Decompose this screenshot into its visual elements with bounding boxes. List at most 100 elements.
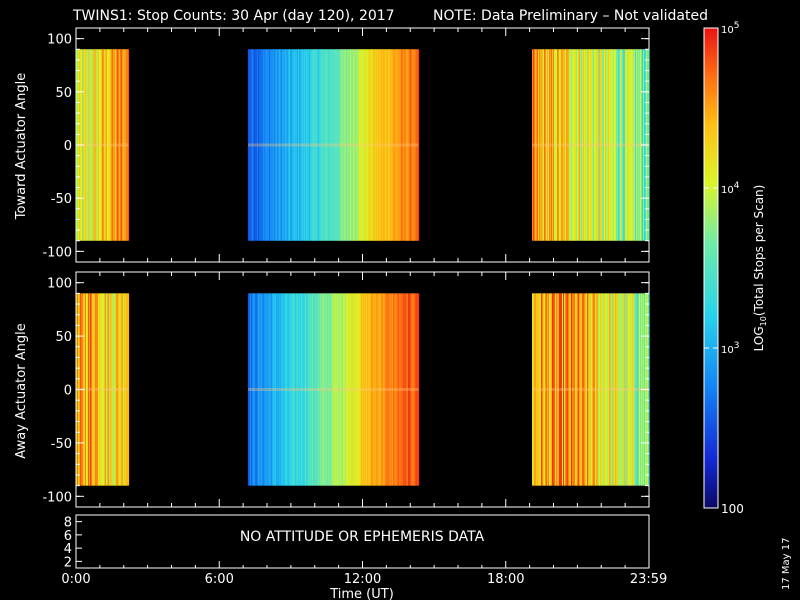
- heat-column: [591, 293, 593, 486]
- heat-column: [364, 293, 367, 486]
- heat-column: [126, 293, 129, 486]
- x-axis: 0:00 6:00 12:00 18:00 23:59: [61, 572, 667, 587]
- heat-column: [594, 49, 596, 241]
- heat-column: [309, 49, 312, 241]
- heat-column: [350, 293, 353, 486]
- heat-column: [405, 293, 408, 486]
- heat-column: [583, 49, 585, 241]
- heat-column: [366, 293, 369, 486]
- heat-column: [251, 293, 254, 486]
- heat-column: [619, 293, 621, 486]
- heat-column: [257, 293, 260, 486]
- heat-column: [301, 49, 304, 241]
- heat-column: [291, 49, 294, 241]
- heat-column: [580, 49, 582, 241]
- heat-column: [355, 49, 358, 241]
- heat-column: [620, 49, 622, 241]
- heat-column: [626, 49, 628, 241]
- heat-column: [416, 49, 419, 241]
- heat-column: [601, 49, 603, 241]
- heat-column: [635, 293, 637, 486]
- heat-column: [324, 49, 327, 241]
- heat-column: [346, 49, 349, 241]
- heat-column: [399, 49, 402, 241]
- heat-column: [120, 293, 123, 486]
- heat-column: [588, 293, 590, 486]
- heat-column: [399, 293, 402, 486]
- heat-column: [547, 293, 549, 486]
- heat-column: [411, 49, 414, 241]
- heat-column: [370, 49, 373, 241]
- heat-column: [558, 293, 560, 486]
- heat-column: [403, 49, 406, 241]
- heat-column: [638, 49, 640, 241]
- heat-column: [365, 49, 368, 241]
- heat-column: [112, 293, 115, 486]
- heat-column: [380, 293, 383, 486]
- heat-column: [339, 49, 342, 241]
- heat-column: [577, 293, 579, 486]
- heat-column: [389, 293, 392, 486]
- heat-column: [554, 293, 556, 486]
- colorbar-gradient: [703, 27, 719, 509]
- heat-column: [297, 293, 300, 486]
- heat-column: [579, 49, 581, 241]
- heat-column: [587, 49, 589, 241]
- heat-column: [376, 49, 379, 241]
- heat-column: [325, 49, 328, 241]
- zero-angle-band: [76, 143, 129, 147]
- heat-column: [565, 293, 567, 486]
- heat-column: [624, 293, 626, 486]
- heat-column: [595, 293, 597, 486]
- heat-column: [393, 49, 396, 241]
- heat-column: [357, 293, 360, 486]
- heat-column: [337, 293, 340, 486]
- heat-column: [556, 49, 558, 241]
- heat-column: [393, 293, 396, 486]
- heat-column: [552, 49, 554, 241]
- heat-column: [636, 49, 638, 241]
- heat-column: [359, 49, 362, 241]
- heat-column: [367, 49, 370, 241]
- heat-column: [92, 293, 95, 486]
- heat-column: [272, 293, 275, 486]
- heat-column: [411, 293, 414, 486]
- heat-column: [307, 293, 310, 486]
- heat-column: [632, 293, 634, 486]
- heat-column: [361, 293, 364, 486]
- heat-column: [627, 49, 629, 241]
- heat-column: [392, 49, 395, 241]
- heat-column: [280, 49, 283, 241]
- heat-column: [365, 293, 368, 486]
- heat-column: [582, 293, 584, 486]
- heat-column: [558, 49, 560, 241]
- heat-column: [559, 293, 561, 486]
- heat-column: [550, 293, 552, 486]
- heat-column: [372, 49, 375, 241]
- heat-column: [278, 49, 281, 241]
- heat-column: [371, 49, 374, 241]
- heat-column: [408, 49, 411, 241]
- heat-column: [362, 49, 365, 241]
- heat-column: [331, 49, 334, 241]
- zero-angle-band: [532, 143, 649, 147]
- heat-column: [409, 293, 412, 486]
- heat-column: [611, 293, 613, 486]
- heat-column: [283, 49, 286, 241]
- heat-column: [301, 293, 304, 486]
- heat-column: [618, 293, 620, 486]
- heat-column: [612, 293, 614, 486]
- heat-column: [344, 49, 347, 241]
- heat-column: [322, 49, 325, 241]
- heat-column: [108, 49, 111, 241]
- heat-column: [374, 293, 377, 486]
- heat-column: [390, 293, 393, 486]
- heat-column: [630, 293, 632, 486]
- heat-column: [328, 293, 331, 486]
- heat-column: [610, 49, 612, 241]
- heat-column: [334, 293, 337, 486]
- heat-column: [564, 49, 566, 241]
- heat-column: [599, 49, 601, 241]
- heat-column: [533, 293, 535, 486]
- heat-column: [386, 49, 389, 241]
